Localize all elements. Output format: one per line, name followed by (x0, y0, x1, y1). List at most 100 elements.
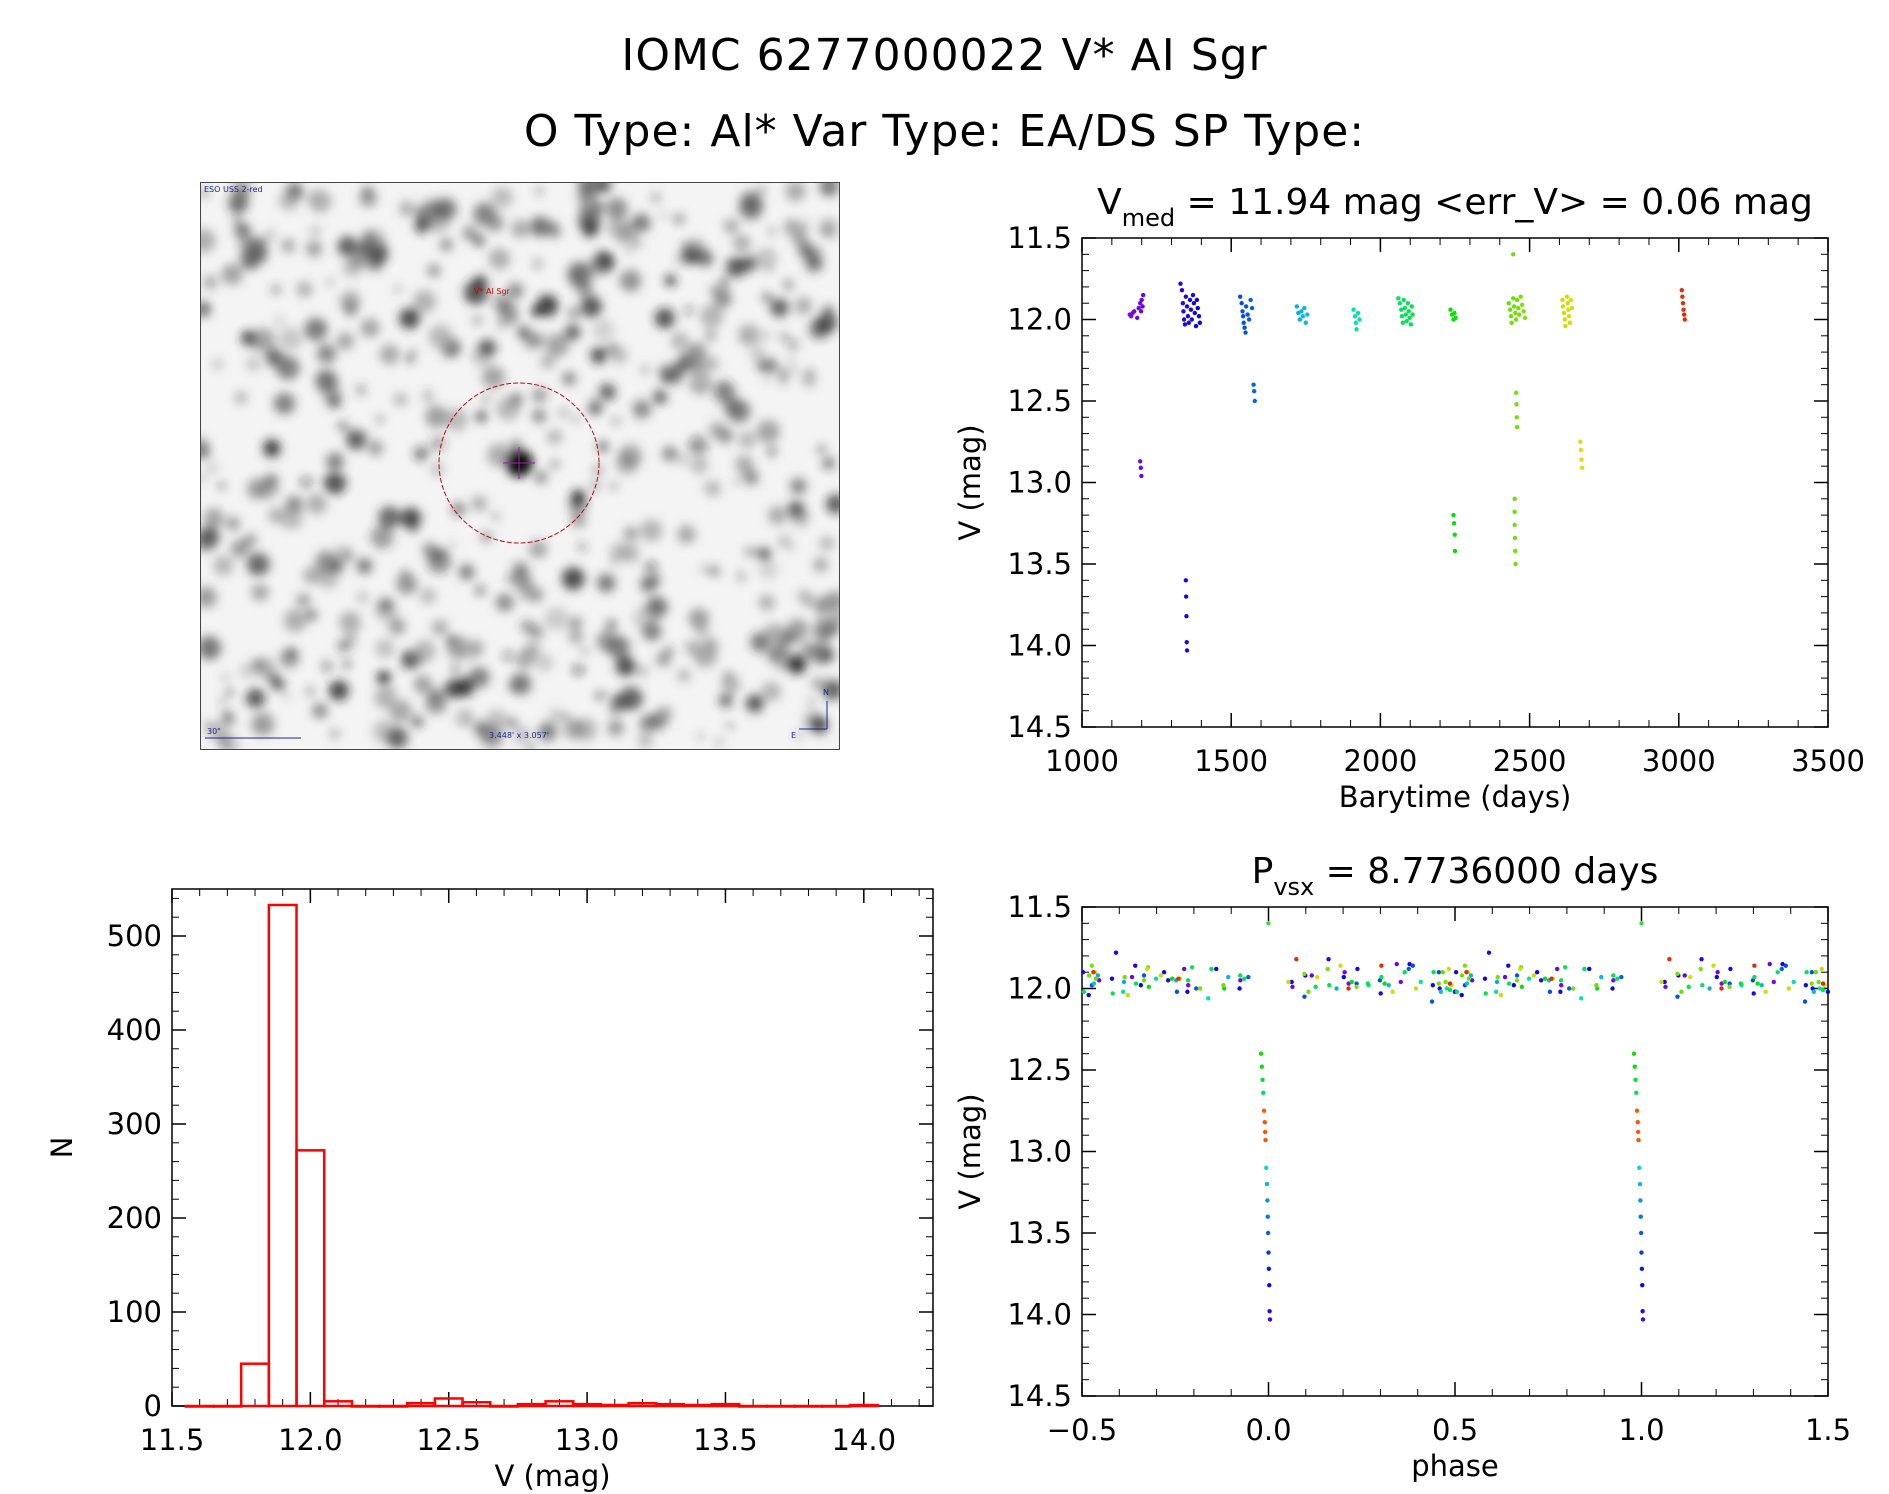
phase-point (1086, 992, 1091, 998)
phase-point (1309, 973, 1314, 978)
phase-point (1447, 981, 1453, 986)
phase-point (1755, 981, 1760, 986)
eclipse-point (1264, 1165, 1269, 1171)
data-point (1514, 402, 1519, 407)
phase-point (1550, 976, 1556, 981)
data-point (1407, 315, 1412, 321)
phase-point (1366, 983, 1371, 988)
phase-point (1169, 976, 1175, 981)
data-point (1400, 320, 1405, 325)
data-point (1183, 578, 1189, 583)
phase-point (1719, 986, 1724, 991)
data-point (1510, 296, 1516, 301)
phase-point (1763, 989, 1768, 994)
data-point (1409, 304, 1414, 309)
histogram-bar (433, 1397, 464, 1408)
phase-point (1566, 986, 1572, 991)
phase-point (1221, 983, 1226, 988)
data-point (1138, 309, 1144, 314)
histogram-bar (488, 1404, 520, 1408)
x-tick-label: 1.0 (1618, 1413, 1664, 1447)
phase-point (1161, 970, 1167, 975)
phase-point (1809, 970, 1815, 975)
plot-frame (1081, 237, 1829, 728)
y-axis-label: N (45, 1137, 79, 1159)
data-point (1181, 309, 1186, 314)
data-point (1521, 309, 1526, 314)
histogram-bar (322, 1400, 354, 1408)
data-point (1451, 521, 1457, 526)
phase-point (1688, 974, 1693, 980)
data-point (1451, 512, 1456, 518)
data-point (1195, 305, 1200, 311)
phase-point (1582, 966, 1587, 972)
phase-point (1767, 961, 1772, 967)
phase-point (1138, 983, 1144, 988)
light-curve-panel: 1000 1500 2000 2500 3000 3500 11.5 12.0 12.5 13.0… (953, 182, 1865, 814)
phase-point (1177, 976, 1183, 981)
phase-point (1165, 978, 1171, 983)
phase-point (1197, 986, 1203, 991)
phase-point (1443, 979, 1448, 985)
data-point (1237, 294, 1243, 299)
phase-point (1610, 986, 1615, 991)
y-tick-label: 100 (107, 1295, 162, 1329)
phase-point (1146, 984, 1152, 990)
y-tick-label: 14.5 (1007, 710, 1072, 744)
data-point (1516, 305, 1521, 311)
x-tick-label: 0.5 (1432, 1413, 1478, 1447)
y-tick-label: 300 (107, 1107, 162, 1141)
eclipse-point (1637, 1165, 1642, 1171)
histogram-bar (378, 1404, 409, 1408)
histogram-bar (184, 1404, 215, 1408)
y-tick-label: 12.5 (1007, 384, 1072, 418)
phase-point (1715, 970, 1720, 975)
phase-point (1327, 983, 1332, 988)
data-point (1401, 297, 1406, 303)
x-tick-label: 12.5 (416, 1423, 481, 1457)
data-point (1397, 301, 1402, 306)
phase-point (1779, 966, 1784, 972)
phase-point (1682, 973, 1687, 978)
data-point (1508, 307, 1513, 312)
data-point (1681, 307, 1686, 312)
phase-point (1495, 974, 1500, 980)
phase-point (1086, 973, 1092, 978)
phase-point (1663, 984, 1668, 990)
phase-point (1447, 987, 1453, 993)
phase-point (1698, 966, 1703, 972)
phase-point (1185, 978, 1191, 983)
data-point (1302, 305, 1307, 311)
phase-point (1089, 963, 1095, 968)
data-point (1560, 297, 1565, 303)
data-point (1135, 315, 1140, 321)
phase-point (1092, 970, 1098, 975)
phase-point (1526, 976, 1532, 981)
eclipse-point (1266, 1266, 1272, 1272)
phase-point (1453, 970, 1459, 975)
data-point (1249, 305, 1255, 311)
eclipse-point (1634, 1090, 1639, 1096)
phase-point (1315, 974, 1320, 980)
data-point (1130, 310, 1135, 316)
histogram-bar (572, 1402, 603, 1408)
data-point (1680, 294, 1685, 299)
phase-point (1306, 989, 1311, 994)
data-point (1578, 439, 1583, 444)
histogram-bar (655, 1402, 686, 1408)
y-tick-label: 12.5 (1007, 1053, 1072, 1087)
data-point (1138, 465, 1143, 471)
phase-point (1558, 983, 1564, 988)
phase-point (1454, 989, 1460, 994)
y-tick-label: 14.5 (1007, 1379, 1072, 1413)
data-point (1449, 312, 1455, 317)
data-point (1567, 320, 1573, 325)
chart-title: Vmed = 11.94 mag <err_V> = 0.06 mag (1097, 182, 1813, 232)
eclipse-point (1633, 1077, 1638, 1082)
phase-point (1153, 976, 1159, 981)
phase-point (1080, 970, 1086, 975)
x-tick-label: 11.5 (140, 1423, 205, 1457)
size-label: 3.448' x 3.057' (489, 731, 550, 740)
phase-point (1809, 981, 1814, 986)
phase-point (1379, 974, 1384, 980)
